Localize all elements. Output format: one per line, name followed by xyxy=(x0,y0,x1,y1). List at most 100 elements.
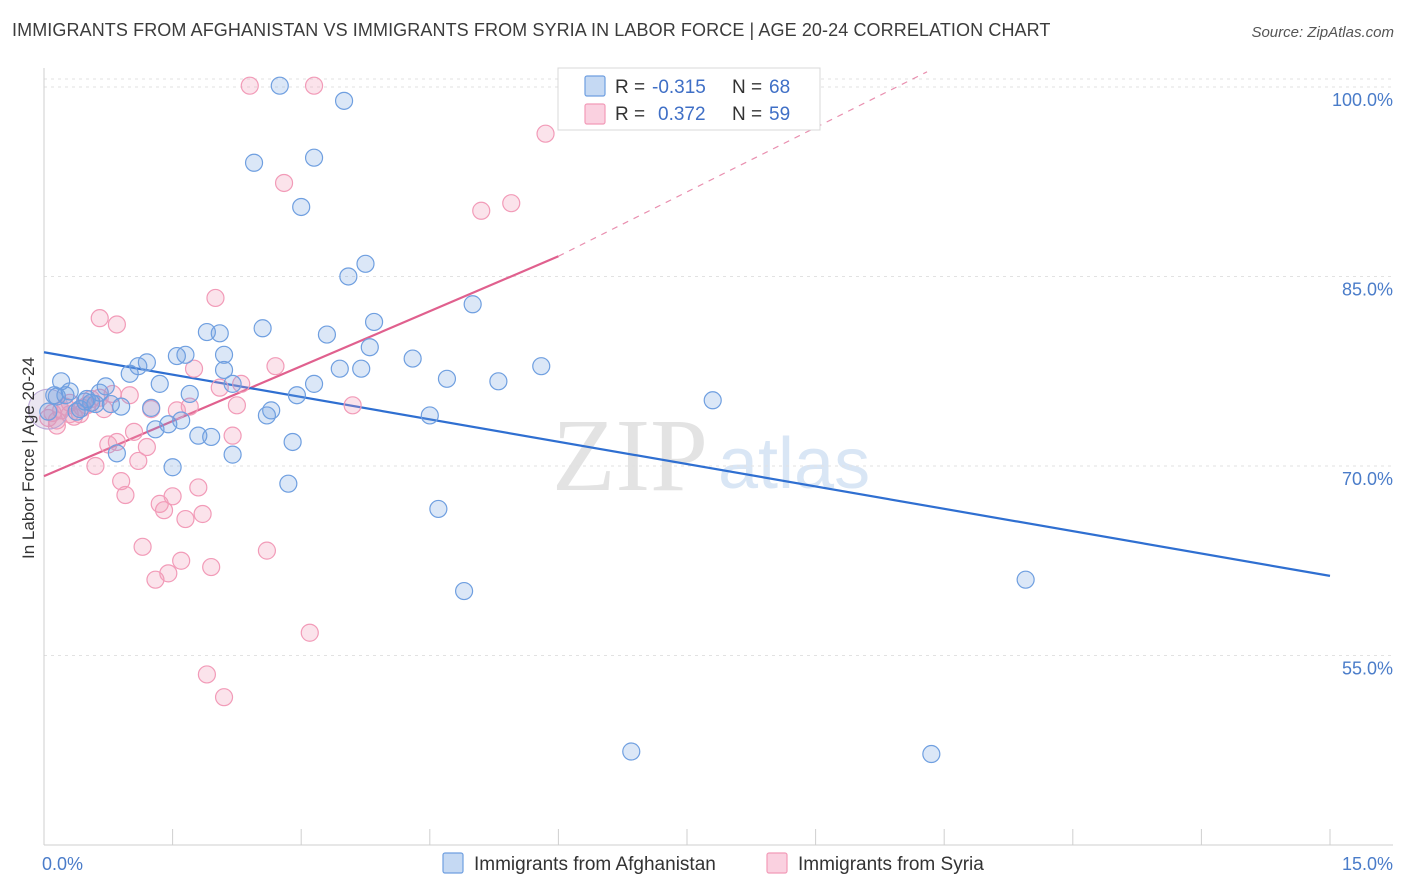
syria-point xyxy=(47,416,66,435)
syria-point xyxy=(90,309,109,328)
legend-n-label-2: N = xyxy=(732,104,762,125)
afghanistan-point xyxy=(352,359,371,378)
syria-point xyxy=(133,537,152,556)
afghanistan-point xyxy=(223,374,242,393)
top-legend: R = -0.315 N = 68 R = 0.372 N = 59 xyxy=(557,67,821,131)
syria-point xyxy=(163,487,182,506)
legend-r-label-1: R = xyxy=(615,77,645,98)
syria-point xyxy=(536,124,555,143)
y-tick-label: 55.0% xyxy=(1342,658,1393,678)
afghanistan-point xyxy=(292,197,311,217)
afghanistan-points xyxy=(39,76,1035,764)
afghanistan-point xyxy=(403,349,422,368)
legend-n-label-1: N = xyxy=(732,77,762,98)
syria-point xyxy=(343,396,362,415)
afghanistan-point xyxy=(172,411,191,430)
afghanistan-point xyxy=(262,401,281,420)
afghanistan-point xyxy=(214,345,234,364)
syria-point xyxy=(206,288,225,308)
axes xyxy=(43,68,1393,846)
bottom-legend: Immigrants from Afghanistan Immigrants f… xyxy=(442,852,984,875)
watermark-zip: ZIP xyxy=(552,398,708,513)
tick-labels: 55.0% 70.0% 85.0% 100.0% 0.0% 15.0% xyxy=(42,90,1393,874)
afghanistan-point xyxy=(437,369,457,388)
syria-point xyxy=(502,194,521,213)
afghanistan-point xyxy=(360,338,379,357)
syria-point xyxy=(257,541,277,560)
afghanistan-point xyxy=(47,387,66,406)
afghanistan-point xyxy=(283,432,302,452)
afghanistan-point xyxy=(622,742,641,761)
legend-n-value-syria: 59 xyxy=(769,104,790,125)
afghanistan-point xyxy=(202,427,221,447)
legend-swatch-afghanistan xyxy=(584,75,606,97)
y-tick-label: 70.0% xyxy=(1342,469,1393,489)
afghanistan-point xyxy=(532,357,551,376)
syria-point xyxy=(300,623,319,642)
afghanistan-point xyxy=(1016,570,1035,589)
afghanistan-point xyxy=(210,324,229,343)
afghanistan-point xyxy=(703,391,722,410)
afghanistan-point xyxy=(304,374,324,393)
legend-n-value-afghanistan: 68 xyxy=(769,77,790,98)
afghanistan-point xyxy=(339,267,358,286)
syria-point xyxy=(86,456,105,476)
syria-point xyxy=(266,357,285,376)
syria-point xyxy=(112,472,131,491)
afghanistan-point xyxy=(463,295,482,314)
afghanistan-point xyxy=(270,76,289,95)
afghanistan-point xyxy=(180,384,199,404)
legend-swatch-syria xyxy=(584,103,606,125)
afghanistan-point xyxy=(429,499,448,519)
syria-point xyxy=(202,557,221,577)
syria-point xyxy=(159,564,178,583)
afghanistan-point xyxy=(334,91,354,110)
afghanistan-point xyxy=(137,353,156,372)
syria-point xyxy=(472,201,491,220)
afghanistan-point xyxy=(223,445,242,464)
legend-r-value-syria: 0.372 xyxy=(658,104,706,125)
syria-point xyxy=(197,665,216,684)
afghanistan-point xyxy=(304,148,324,167)
bottom-legend-swatch-syria xyxy=(766,852,788,874)
bottom-legend-afghanistan: Immigrants from Afghanistan xyxy=(474,854,716,875)
afghanistan-trend-line xyxy=(43,351,1331,577)
syria-point xyxy=(189,478,208,497)
afghanistan-point xyxy=(82,393,101,412)
afghanistan-point xyxy=(489,372,508,391)
bottom-legend-syria: Immigrants from Syria xyxy=(798,854,984,875)
y-axis-label: In Labor Force | Age 20-24 xyxy=(19,357,38,559)
afghanistan-point xyxy=(922,744,941,764)
syria-point xyxy=(180,397,199,416)
syria-point xyxy=(274,173,294,193)
legend-r-label-2: R = xyxy=(615,104,645,125)
x-tick-label-max: 15.0% xyxy=(1342,854,1393,874)
syria-point xyxy=(184,359,204,378)
afghanistan-point xyxy=(39,402,58,421)
afghanistan-point xyxy=(214,360,234,380)
afghanistan-point xyxy=(454,581,474,601)
syria-point xyxy=(176,509,195,529)
afghanistan-point xyxy=(253,319,272,338)
syria-point xyxy=(193,504,212,524)
syria-point xyxy=(116,485,135,505)
afghanistan-point xyxy=(330,359,349,378)
syria-point xyxy=(129,451,148,471)
syria-point xyxy=(223,426,242,445)
afghanistan-point xyxy=(189,426,208,445)
afghanistan-point xyxy=(420,406,439,425)
afghanistan-point xyxy=(129,357,148,376)
syria-trend-line-extension xyxy=(558,71,928,257)
syria-point xyxy=(107,315,126,334)
afghanistan-point xyxy=(197,322,216,342)
afghanistan-point xyxy=(96,377,115,396)
afghanistan-point xyxy=(317,325,337,344)
syria-point xyxy=(227,396,246,415)
afghanistan-point xyxy=(279,474,298,493)
afghanistan-point xyxy=(364,312,384,332)
afghanistan-point xyxy=(356,254,375,273)
chart-title: IMMIGRANTS FROM AFGHANISTAN VS IMMIGRANT… xyxy=(12,20,1051,40)
x-tick-label-min: 0.0% xyxy=(42,854,83,874)
bottom-legend-swatch-afghanistan xyxy=(442,852,464,874)
